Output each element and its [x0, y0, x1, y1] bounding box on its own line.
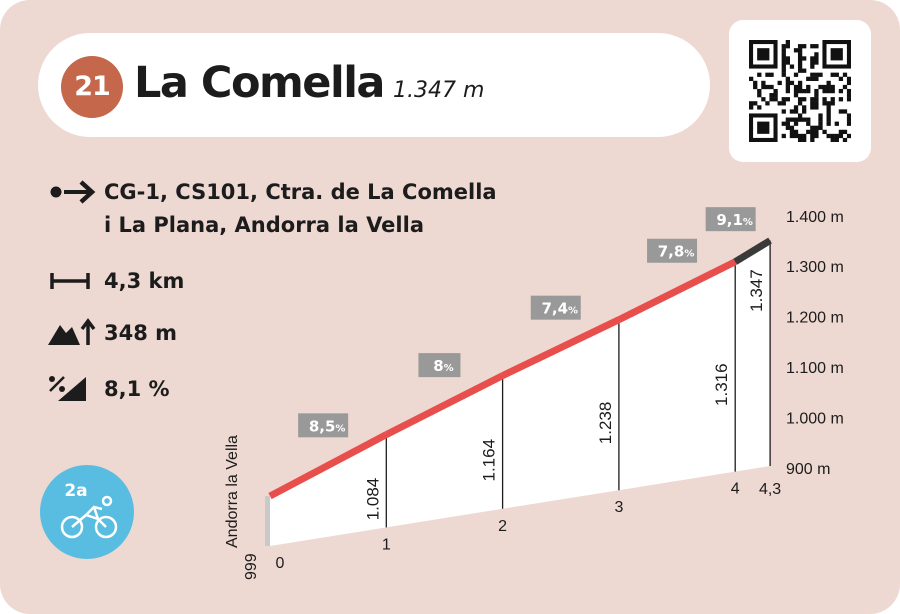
- distance-value: 4,3 km: [104, 269, 185, 293]
- point-elevation-label: 1.316: [712, 363, 731, 406]
- y-tick-label: 1.300 m: [786, 259, 844, 276]
- profile-segment-line: [617, 258, 737, 323]
- segment-gradient-label: 8%: [433, 357, 453, 375]
- segment-gradient-label: 8,5%: [309, 417, 346, 435]
- x-tick-label: 4,3: [759, 481, 781, 498]
- start-place-label: Andorra la Vella: [224, 435, 241, 548]
- point-elevation-label: 1.347: [747, 269, 766, 312]
- point-elevation-label: 1.164: [480, 439, 499, 482]
- y-tick-label: 1.000 m: [786, 411, 844, 428]
- y-tick-label: 1.400 m: [786, 209, 844, 226]
- climb-title: La Comella: [134, 58, 385, 108]
- cyclist-icon: [60, 495, 118, 539]
- profile-segment-line: [268, 431, 388, 500]
- profile-start-edge: [265, 496, 270, 546]
- distance-icon: [50, 273, 90, 289]
- avg-gradient-value: 8,1 %: [104, 377, 170, 401]
- climb-altitude: 1.347 m: [393, 78, 485, 103]
- start-elevation-label: 999: [243, 553, 260, 580]
- x-tick-label: 4: [731, 481, 740, 498]
- route-arrow-icon: [50, 180, 96, 204]
- elevation-gain-value: 348 m: [104, 321, 178, 345]
- category-label: 2a: [64, 481, 88, 501]
- segment-gradient-badge: [298, 413, 349, 438]
- point-elevation-label: 1.084: [363, 478, 382, 521]
- climb-number-badge: 21: [61, 56, 123, 118]
- category-badge: 2a: [40, 465, 134, 559]
- elevation-gain-icon: [48, 318, 96, 345]
- title-pill: [38, 33, 710, 137]
- route-line-1: CG-1, CS101, Ctra. de La Comella: [104, 180, 497, 204]
- route-line-2: i La Plana, Andorra la Vella: [104, 213, 424, 237]
- y-tick-label: 1.100 m: [786, 360, 844, 377]
- point-elevation-label: 1.238: [596, 402, 615, 445]
- segment-gradient-badge: [647, 238, 698, 263]
- segment-gradient-badge: [418, 353, 461, 378]
- segment-gradient-badge: [530, 295, 581, 320]
- profile-segment-line: [384, 372, 505, 438]
- x-tick-label: 1: [382, 536, 391, 553]
- profile-segment-line: [733, 237, 772, 265]
- qr-code-icon: [749, 40, 851, 142]
- segment-gradient-badge: [705, 207, 756, 232]
- x-tick-label: 2: [498, 518, 507, 535]
- y-tick-label: 1.200 m: [786, 310, 844, 327]
- qr-code[interactable]: [729, 20, 871, 162]
- segment-gradient-label: 7,4%: [541, 300, 578, 318]
- y-tick-label: 900 m: [786, 461, 830, 478]
- x-tick-label: 0: [276, 555, 285, 572]
- x-tick-label: 3: [614, 499, 623, 516]
- profile-segment-line: [501, 316, 621, 379]
- segment-gradient-label: 7,8%: [658, 243, 695, 261]
- profile-area: [270, 240, 771, 546]
- gradient-icon: [49, 376, 86, 401]
- segment-gradient-label: 9,1%: [716, 211, 753, 229]
